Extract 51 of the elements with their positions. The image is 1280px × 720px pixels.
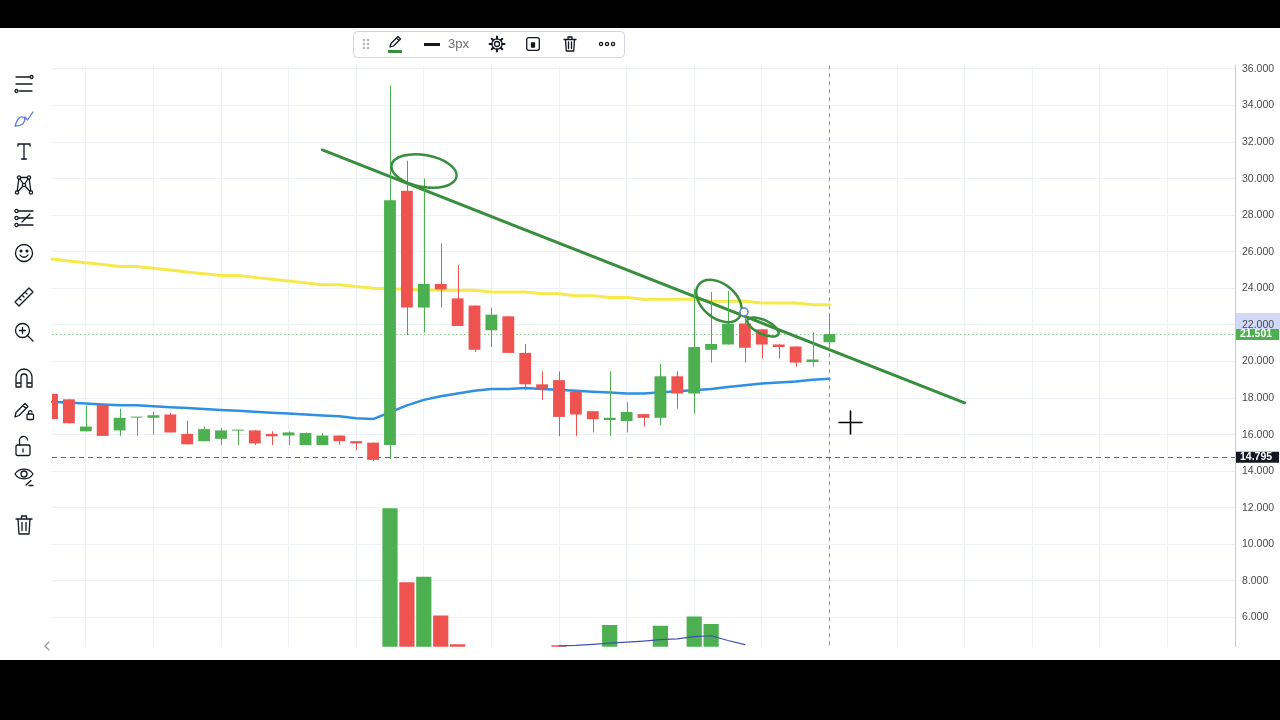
y-tick-label: 36.000 [1242,61,1275,74]
candlestick [485,307,498,348]
candlestick [147,411,160,436]
y-tick-label: 34.000 [1242,98,1275,111]
ref-line-label: 14.795 [1240,450,1273,463]
candlestick [586,410,599,433]
y-tick-label: 20.000 [1242,354,1275,367]
candlestick [282,430,295,446]
y-tick-label: 26.000 [1242,244,1275,257]
candlestick [705,291,718,364]
candlestick [722,290,734,345]
y-tick-label: 10.000 [1242,537,1275,550]
y-tick-label: 22.000 [1242,317,1275,330]
candlestick [198,425,211,442]
candlestick [451,264,464,327]
candlestick [231,429,244,446]
candlestick [806,331,819,368]
y-tick-label: 18.000 [1242,390,1275,403]
candlestick [384,84,396,460]
candlestick [823,312,836,351]
candlestick [62,398,75,424]
y-tick-label: 30.000 [1242,171,1275,184]
y-tick-label: 14.000 [1242,464,1275,477]
candlestick [789,345,802,368]
y-tick-label: 6.000 [1242,610,1269,623]
candlestick [215,427,227,446]
candlestick [502,315,515,354]
text: 3px [448,35,469,53]
candlestick [417,177,430,333]
candlestick [620,401,633,433]
y-tick-label: 12.000 [1242,500,1275,513]
candlestick [519,343,532,391]
candlestick [536,370,549,401]
y-tick-label: 28.000 [1242,208,1275,221]
candlestick [637,413,650,428]
y-tick-label: 16.000 [1242,427,1275,440]
candlestick [367,442,380,462]
candlestick [569,391,582,437]
y-tick-label: 24.000 [1242,281,1275,294]
y-tick-label: 8.000 [1242,573,1269,586]
y-tick-label: 32.000 [1242,134,1275,147]
candlestick [688,288,701,415]
candlestick [248,429,261,446]
candlestick [772,343,785,360]
candlestick [96,404,109,437]
candlestick [654,363,667,426]
ref-line-label: 21.501 [1240,327,1273,340]
candlestick [738,317,751,364]
candlestick [400,160,413,336]
candlestick [553,370,565,437]
candlestick [671,370,684,410]
